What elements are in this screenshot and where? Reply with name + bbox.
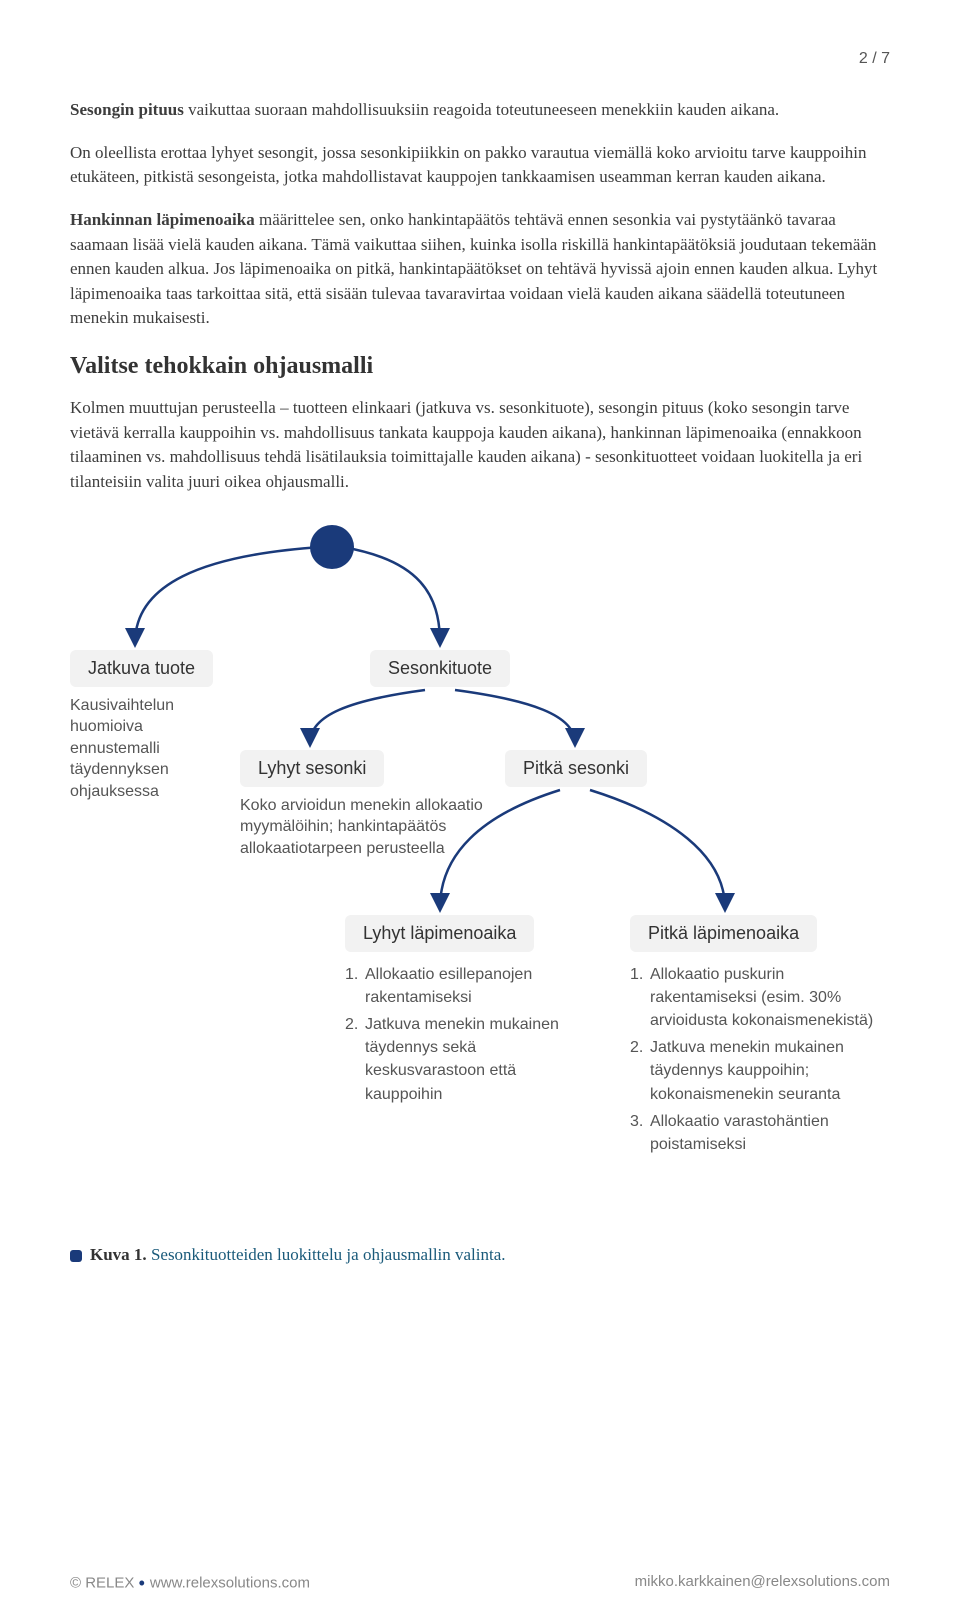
paragraph-2: On oleellista erottaa lyhyet sesongit, j… <box>70 141 890 190</box>
footer-email: mikko.karkkainen@relexsolutions.com <box>635 1573 890 1594</box>
list-pitka-lapimenoaika: 1.Allokaatio puskurin rakentamiseksi (es… <box>630 963 875 1161</box>
list-item: Allokaatio puskurin rakentamiseksi (esim… <box>650 963 875 1033</box>
node-lyhyt-sesonki: Lyhyt sesonki <box>240 750 384 787</box>
node-pitka-lapimenoaika: Pitkä läpimenoaika <box>630 915 817 952</box>
footer-left: © RELEX • www.relexsolutions.com <box>70 1573 310 1594</box>
bold-term: Hankinnan läpimenoaika <box>70 210 255 229</box>
flowchart-diagram: Jatkuva tuote Kausivaihtelun huomioiva e… <box>70 515 890 1235</box>
node-lyhyt-lapimenoaika: Lyhyt läpimenoaika <box>345 915 534 952</box>
node-jatkuva-tuote: Jatkuva tuote <box>70 650 213 687</box>
desc-jatkuva: Kausivaihtelun huomioiva ennustemalli tä… <box>70 695 220 803</box>
caption-text: Sesonkituotteiden luokittelu ja ohjausma… <box>147 1245 506 1264</box>
list-item: Jatkuva menekin mukainen täydennys kaupp… <box>650 1036 875 1106</box>
text: vaikuttaa suoraan mahdollisuuksiin reago… <box>184 100 779 119</box>
root-node-icon <box>310 525 354 569</box>
page-footer: © RELEX • www.relexsolutions.com mikko.k… <box>70 1573 890 1594</box>
caption-label: Kuva 1. <box>90 1245 147 1264</box>
figure-caption: Kuva 1. Sesonkituotteiden luokittelu ja … <box>70 1245 890 1265</box>
document-page: 2 / 7 Sesongin pituus vaikuttaa suoraan … <box>0 0 960 1345</box>
node-pitka-sesonki: Pitkä sesonki <box>505 750 647 787</box>
paragraph-4: Kolmen muuttujan perusteella – tuotteen … <box>70 396 890 495</box>
copyright: © RELEX <box>70 1574 134 1591</box>
list-item: Allokaatio esillepanojen rakentamiseksi <box>365 963 575 1009</box>
list-item: Allokaatio varastohäntien poistamiseksi <box>650 1110 875 1156</box>
separator-dot-icon: • <box>139 1573 150 1593</box>
list-lyhyt-lapimenoaika: 1.Allokaatio esillepanojen rakentamiseks… <box>345 963 575 1110</box>
caption-bullet-icon <box>70 1250 82 1262</box>
paragraph-1: Sesongin pituus vaikuttaa suoraan mahdol… <box>70 98 890 123</box>
paragraph-3: Hankinnan läpimenoaika määrittelee sen, … <box>70 208 890 331</box>
footer-url: www.relexsolutions.com <box>150 1574 310 1591</box>
list-item: Jatkuva menekin mukainen täydennys sekä … <box>365 1013 575 1106</box>
section-heading: Valitse tehokkain ohjausmalli <box>70 353 890 380</box>
bold-term: Sesongin pituus <box>70 100 184 119</box>
node-sesonkituote: Sesonkituote <box>370 650 510 687</box>
desc-lyhyt-sesonki: Koko arvioidun menekin allokaatio myymäl… <box>240 795 485 860</box>
page-number: 2 / 7 <box>70 50 890 68</box>
